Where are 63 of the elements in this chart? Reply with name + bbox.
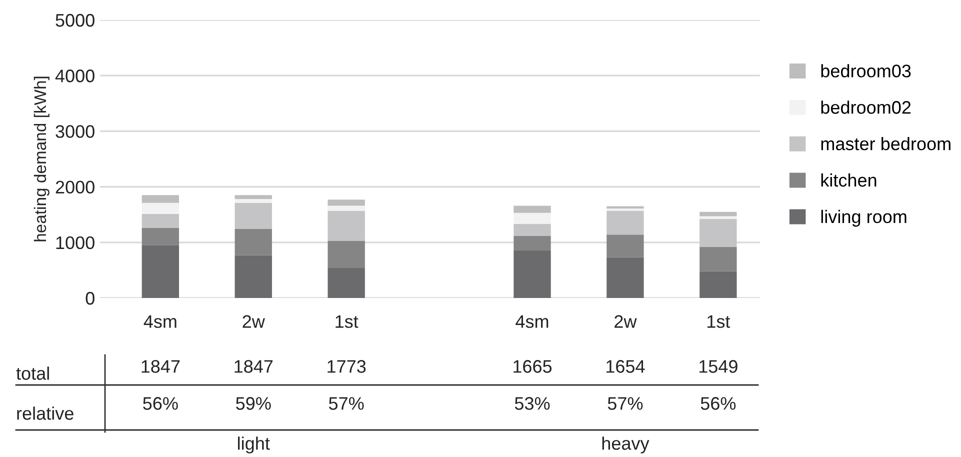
text: 56% [700, 397, 736, 410]
bar [234, 199, 272, 203]
legend-label: kitchen [821, 173, 876, 187]
bar [142, 202, 180, 214]
text: 53% [514, 397, 550, 410]
bar [700, 216, 737, 220]
x-tick-label: 1st [708, 315, 730, 328]
text: total [16, 366, 49, 380]
bar [514, 250, 551, 298]
text: relative [17, 406, 74, 420]
x-tick-label: 2w [614, 315, 637, 328]
bar [606, 208, 644, 211]
legend-label: master bedroom [821, 137, 950, 150]
text: heavy [602, 436, 650, 454]
text: 1665 [514, 360, 552, 373]
legend-label: bedroom03 [821, 64, 911, 78]
text: 57% [328, 397, 364, 410]
text: 57% [608, 397, 643, 410]
y-tick-label: 1000 [56, 236, 94, 250]
bar [328, 268, 365, 298]
y-tick-label: 2000 [56, 180, 94, 194]
y-tick-label: 5000 [56, 14, 94, 27]
bar [606, 210, 644, 235]
bar [328, 200, 365, 206]
text: 1847 [234, 360, 273, 373]
bar [234, 195, 272, 200]
bar [328, 210, 365, 241]
text: 1773 [328, 360, 366, 373]
bar [234, 255, 272, 298]
legend-label: living room [821, 210, 906, 227]
bar [700, 246, 737, 272]
x-tick-label: 4sm [144, 315, 176, 328]
bar [142, 245, 180, 298]
bar [514, 212, 551, 224]
bar [142, 228, 180, 246]
y-axis-title: heating demand [kWh] [34, 76, 50, 242]
x-tick-label: 4sm [516, 315, 548, 328]
y-tick-label: 0 [86, 292, 94, 305]
bar [142, 195, 180, 203]
bar [514, 206, 551, 213]
y-tick-label: 3000 [56, 125, 94, 138]
text: 1847 [142, 360, 180, 373]
bar [514, 236, 551, 250]
text: 1549 [699, 360, 738, 373]
text: 56% [143, 397, 178, 410]
bar [142, 214, 180, 228]
bar [234, 202, 272, 230]
bar [514, 224, 551, 236]
legend-label: bedroom02 [821, 100, 911, 114]
bar [234, 229, 272, 256]
bar [606, 257, 644, 298]
bar [700, 212, 737, 216]
text: 59% [236, 397, 271, 410]
bar [700, 271, 737, 298]
bar [328, 240, 365, 268]
y-tick-label: 4000 [55, 70, 94, 82]
bar [328, 206, 365, 211]
text: 1654 [606, 360, 645, 373]
text: light [238, 436, 270, 454]
bar [700, 219, 737, 247]
x-tick-label: 1st [336, 315, 358, 328]
x-tick-label: 2w [242, 315, 265, 328]
bar [606, 234, 644, 258]
